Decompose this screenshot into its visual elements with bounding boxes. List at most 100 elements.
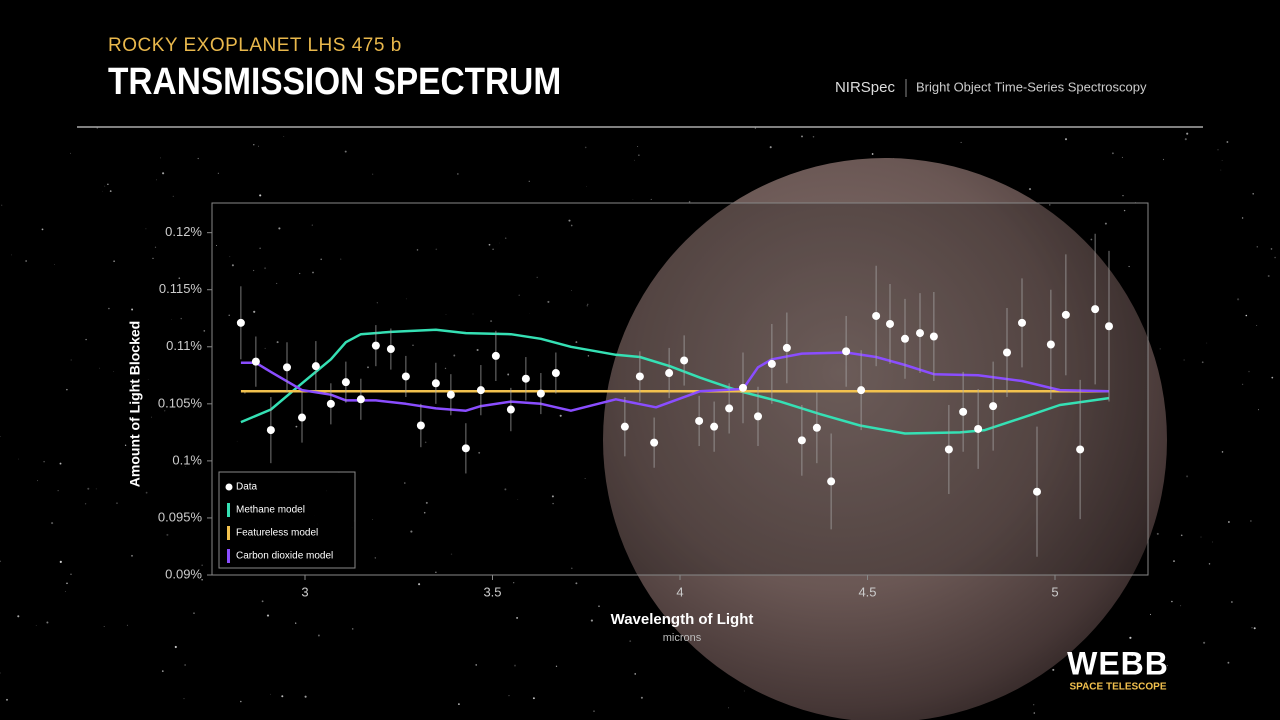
star [54, 264, 55, 265]
star [637, 146, 639, 147]
data-point [266, 426, 275, 435]
star [425, 501, 428, 504]
star [1228, 521, 1230, 523]
star [46, 621, 49, 624]
star [1226, 141, 1229, 143]
star [0, 672, 1, 674]
star [178, 277, 181, 280]
star [478, 451, 481, 454]
star [476, 348, 479, 352]
star [166, 533, 169, 536]
star [688, 200, 691, 203]
star [372, 173, 374, 175]
star [1028, 188, 1032, 191]
star [1131, 654, 1134, 657]
star [587, 303, 589, 305]
data-point [710, 422, 719, 431]
star [1156, 532, 1159, 535]
data-point [872, 311, 881, 320]
data-point [341, 378, 350, 387]
star [1111, 152, 1114, 155]
star [1200, 536, 1202, 538]
star [130, 383, 133, 386]
star [1208, 563, 1211, 565]
y-tick-label: 0.105% [158, 395, 203, 410]
data-point [1105, 322, 1113, 331]
y-axis-title: Amount of Light Blocked [127, 321, 143, 487]
star [201, 564, 203, 566]
planet-image [603, 158, 1167, 720]
star [1241, 383, 1244, 385]
x-axis-unit: microns [663, 632, 702, 644]
star [1245, 314, 1248, 317]
plot-area [236, 233, 1113, 557]
star [215, 244, 218, 247]
data-point [857, 386, 866, 395]
star [154, 246, 157, 248]
data-point [901, 334, 909, 343]
star [41, 228, 44, 231]
star [217, 172, 219, 174]
star [1184, 138, 1187, 141]
star [59, 462, 62, 465]
star [568, 219, 571, 222]
star [1203, 641, 1206, 644]
y-tick-label: 0.09% [165, 566, 202, 581]
logo-title: WEBB [1067, 645, 1169, 681]
star [162, 172, 165, 175]
legend-box [218, 471, 356, 569]
data-point [298, 413, 306, 422]
y-tick-label: 0.12% [165, 224, 202, 239]
data-point [236, 318, 245, 327]
star [412, 344, 414, 346]
data-point [1061, 310, 1070, 319]
star [367, 366, 369, 369]
star [311, 224, 313, 226]
star [1241, 217, 1244, 219]
star [551, 495, 554, 498]
star [95, 488, 97, 490]
star [11, 254, 12, 256]
star [259, 194, 262, 197]
star [374, 557, 376, 559]
data-point [916, 329, 924, 338]
star [281, 695, 284, 698]
star [1086, 680, 1088, 682]
header-band [0, 0, 1280, 127]
legend-swatch [225, 483, 233, 491]
star [1171, 600, 1173, 603]
star [231, 264, 234, 267]
star [257, 145, 259, 147]
star [587, 355, 590, 357]
star [253, 144, 255, 146]
star [586, 185, 587, 187]
star [960, 141, 962, 143]
star [514, 664, 516, 667]
data-point [620, 422, 629, 431]
star [404, 482, 406, 484]
star [43, 460, 45, 463]
star [450, 553, 453, 555]
star [109, 190, 112, 192]
star [1122, 195, 1124, 197]
star [172, 195, 174, 198]
star [0, 560, 2, 562]
observing-mode: Bright Object Time-Series Spectroscopy [916, 79, 1147, 94]
star [124, 444, 127, 446]
star [559, 414, 562, 417]
star [264, 267, 267, 270]
x-tick-label: 4.5 [858, 584, 876, 599]
star [570, 290, 572, 291]
data-point [929, 332, 938, 341]
star [552, 502, 554, 505]
star [1252, 193, 1254, 195]
star [1139, 654, 1141, 656]
data-point [1033, 487, 1041, 496]
star [278, 227, 281, 230]
star [472, 313, 474, 315]
star [107, 183, 109, 185]
star [18, 458, 19, 460]
star [66, 582, 68, 585]
data-point [283, 363, 291, 372]
star [435, 248, 438, 251]
